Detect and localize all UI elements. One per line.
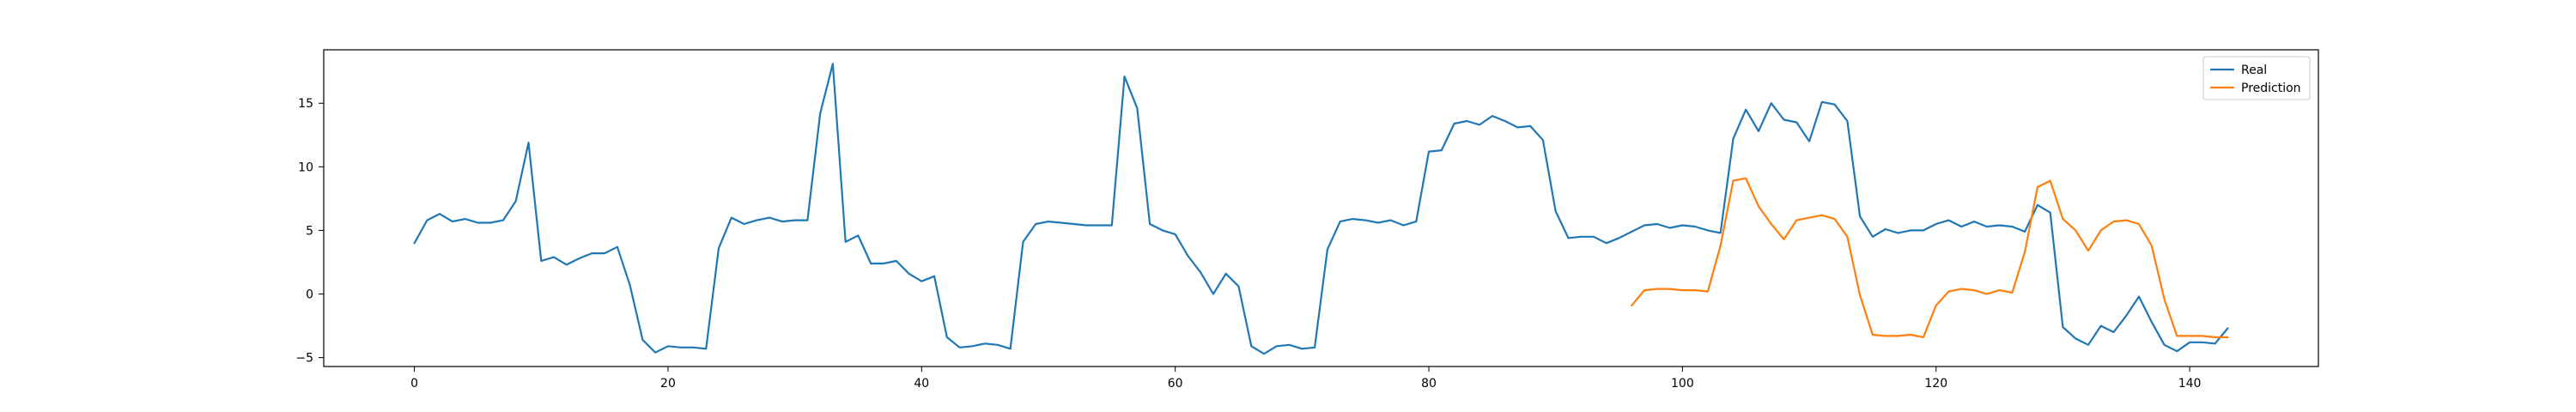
plot-area-frame [323,49,2319,367]
y-tick-label: −5 [295,352,313,366]
series-layer [413,63,2229,355]
y-tick-label: 5 [306,224,313,238]
x-tick-label: 120 [1924,377,1947,391]
legend-label-real: Real [2241,64,2267,77]
x-axis: 0 20 40 60 80 100 120 140 [410,367,2201,391]
y-tick-label: 15 [298,97,313,111]
x-tick-label: 80 [1421,377,1437,391]
legend: Real Prediction [2202,56,2311,100]
series-line-prediction [1631,177,2229,338]
x-tick-label: 40 [914,377,929,391]
x-tick-label: 140 [2178,377,2202,391]
x-tick-label: 100 [1671,377,1694,391]
x-tick-label: 20 [660,377,676,391]
y-tick-label: 0 [306,288,313,302]
y-tick-label: 10 [298,161,313,174]
series-line-real [413,63,2229,355]
x-tick-label: 60 [1168,377,1183,391]
legend-box [2202,56,2311,100]
legend-label-prediction: Prediction [2241,82,2301,95]
x-tick-label: 0 [410,377,418,391]
y-axis: −5 0 5 10 15 [295,97,324,366]
